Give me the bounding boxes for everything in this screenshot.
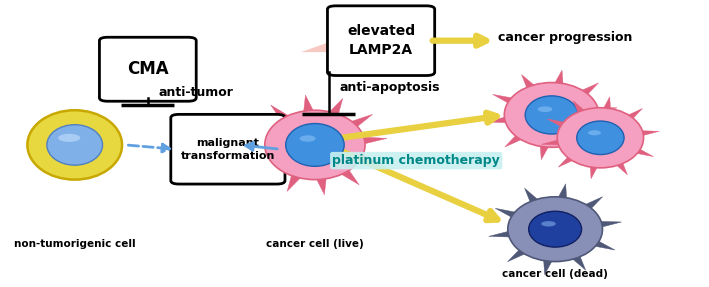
Polygon shape: [243, 144, 274, 153]
Polygon shape: [493, 94, 519, 106]
Polygon shape: [623, 108, 642, 122]
Polygon shape: [345, 114, 373, 131]
Text: non-tumorigenic cell: non-tumorigenic cell: [14, 239, 135, 249]
Polygon shape: [287, 170, 305, 191]
Polygon shape: [335, 165, 359, 185]
FancyBboxPatch shape: [328, 6, 435, 75]
Ellipse shape: [537, 106, 552, 112]
FancyBboxPatch shape: [171, 114, 285, 184]
Ellipse shape: [508, 197, 603, 261]
Polygon shape: [486, 115, 513, 123]
Polygon shape: [590, 107, 617, 115]
Polygon shape: [574, 101, 588, 117]
Polygon shape: [303, 95, 316, 117]
Ellipse shape: [576, 121, 624, 155]
Text: anti-apoptosis: anti-apoptosis: [340, 81, 440, 94]
Text: cancer progression: cancer progression: [498, 31, 632, 44]
Text: CMA: CMA: [127, 60, 169, 78]
Polygon shape: [325, 98, 342, 120]
FancyBboxPatch shape: [99, 37, 196, 101]
Ellipse shape: [28, 110, 122, 180]
Polygon shape: [257, 159, 286, 176]
Ellipse shape: [541, 221, 556, 226]
Text: malignant
transformation: malignant transformation: [181, 137, 275, 161]
Polygon shape: [543, 255, 554, 275]
Polygon shape: [556, 184, 567, 203]
Polygon shape: [601, 97, 610, 113]
Polygon shape: [630, 146, 654, 157]
Ellipse shape: [58, 134, 80, 142]
Polygon shape: [271, 105, 294, 125]
Polygon shape: [590, 162, 599, 179]
Polygon shape: [542, 139, 565, 145]
Polygon shape: [558, 153, 578, 167]
Ellipse shape: [504, 83, 599, 147]
Polygon shape: [314, 173, 327, 195]
Polygon shape: [613, 159, 627, 175]
Text: cancer cell (dead): cancer cell (dead): [502, 269, 608, 279]
Polygon shape: [565, 137, 582, 155]
Polygon shape: [588, 238, 615, 250]
Polygon shape: [568, 252, 586, 270]
Ellipse shape: [588, 130, 601, 135]
Polygon shape: [522, 75, 539, 92]
Text: anti-tumor: anti-tumor: [158, 86, 233, 99]
Polygon shape: [352, 152, 382, 164]
Text: cancer cell (live): cancer cell (live): [266, 239, 364, 249]
Polygon shape: [508, 246, 531, 262]
Polygon shape: [356, 137, 387, 146]
Polygon shape: [489, 230, 517, 237]
Polygon shape: [635, 131, 659, 137]
Polygon shape: [576, 83, 598, 98]
Polygon shape: [525, 188, 542, 207]
Polygon shape: [593, 221, 622, 229]
Polygon shape: [301, 24, 426, 52]
Polygon shape: [495, 208, 522, 220]
Polygon shape: [579, 197, 603, 213]
Ellipse shape: [286, 123, 344, 166]
Polygon shape: [585, 124, 610, 135]
Polygon shape: [547, 119, 570, 129]
Ellipse shape: [264, 110, 365, 180]
Ellipse shape: [525, 96, 578, 134]
Ellipse shape: [557, 108, 644, 168]
Text: elevated
LAMP2A: elevated LAMP2A: [347, 24, 415, 57]
Polygon shape: [540, 141, 551, 160]
Text: platinum chemotherapy: platinum chemotherapy: [333, 154, 500, 167]
Ellipse shape: [300, 135, 316, 142]
Polygon shape: [552, 70, 564, 89]
Polygon shape: [505, 131, 527, 147]
Polygon shape: [247, 126, 279, 138]
Ellipse shape: [529, 211, 581, 247]
Ellipse shape: [47, 125, 103, 165]
